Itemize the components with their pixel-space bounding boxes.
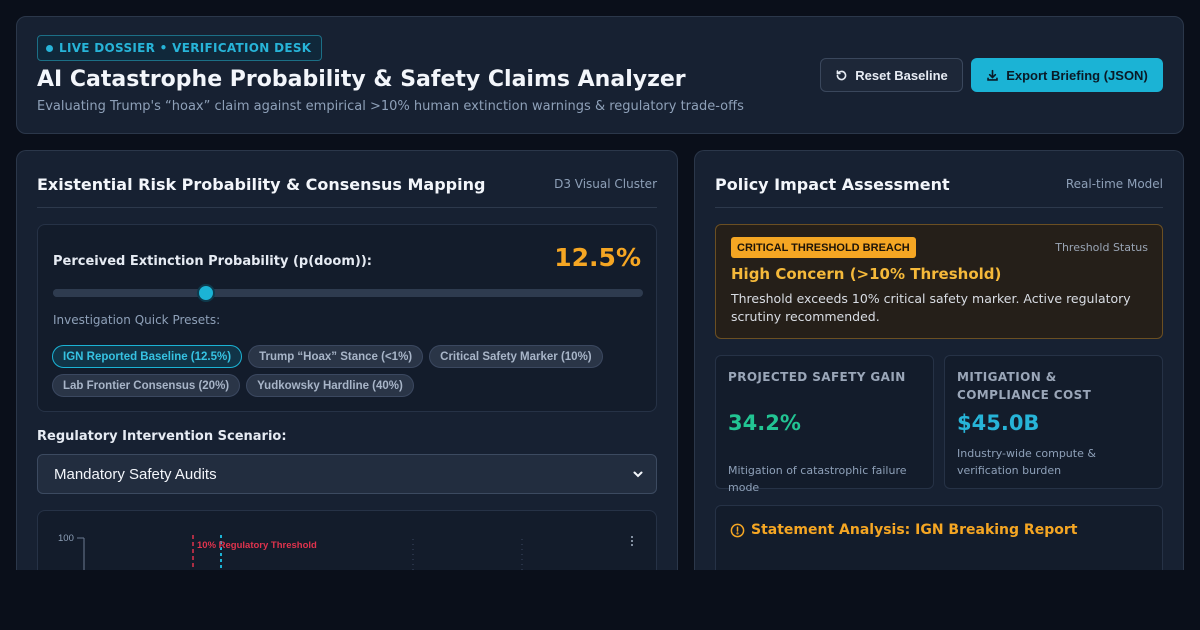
probability-label: Perceived Extinction Probability (p(doom… [53,254,372,269]
slider-thumb[interactable] [197,284,216,302]
page-subtitle: Evaluating Trump's “hoax” claim against … [37,99,744,114]
reset-baseline-button[interactable]: Reset Baseline [820,58,963,92]
live-dot-icon [46,44,53,52]
divider [37,207,657,208]
risk-panel-tag: D3 Visual Cluster [554,177,657,191]
threshold-status-label: Threshold Status [1055,241,1148,254]
metric-note: Industry-wide compute & verification bur… [957,447,1096,477]
critical-breach-badge: CRITICAL THRESHOLD BREACH [731,237,916,258]
preset-chip-trump-hoax[interactable]: Trump “Hoax” Stance (<1%) [248,345,424,368]
statement-title-text: Statement Analysis: IGN Breaking Report [751,522,1078,538]
live-dossier-badge: LIVE DOSSIER • VERIFICATION DESK [37,35,323,61]
alert-title: High Concern (>10% Threshold) [731,265,1002,283]
export-briefing-button[interactable]: Export Briefing (JSON) [971,58,1163,92]
info-circle-icon [730,523,745,538]
menu-icon-dot [631,540,633,542]
preset-chip-row: IGN Reported Baseline (12.5%) Trump “Hoa… [52,345,603,368]
risk-chart: 100 10% Regulatory Threshold [37,510,657,570]
menu-icon-dot [631,544,633,546]
preset-chip-yudkowsky[interactable]: Yudkowsky Hardline (40%) [246,374,414,397]
preset-chip-critical-marker[interactable]: Critical Safety Marker (10%) [429,345,603,368]
chevron-down-icon [632,468,644,480]
preset-chip-row: Lab Frontier Consensus (20%) Yudkowsky H… [52,374,414,397]
metric-note: Mitigation of catastrophic failure mode [728,464,907,494]
metric-label: MITIGATION & COMPLIANCE COST [957,370,1092,402]
page-title: AI Catastrophe Probability & Safety Clai… [37,67,686,92]
scenario-label: Regulatory Intervention Scenario: [37,429,287,444]
probability-slider[interactable] [53,284,643,302]
live-badge-label: LIVE DOSSIER • VERIFICATION DESK [59,41,312,55]
metric-value: $45.0B [957,411,1040,435]
menu-icon[interactable] [631,536,633,538]
probability-value: 12.5% [554,243,641,272]
safety-gain-metric: PROJECTED SAFETY GAIN 34.2% Mitigation o… [715,355,934,494]
scenario-select-value: Mandatory Safety Audits [54,465,217,483]
slider-fill [53,289,207,297]
header-card: LIVE DOSSIER • VERIFICATION DESK AI Cata… [16,16,1184,134]
threshold-label: 10% Regulatory Threshold [197,540,317,551]
metric-label: PROJECTED SAFETY GAIN [728,370,906,384]
metric-value: 34.2% [728,411,801,435]
risk-panel-title: Existential Risk Probability & Consensus… [37,175,486,194]
policy-panel-tag: Real-time Model [1065,177,1163,191]
divider [715,207,1163,208]
alert-description: Threshold exceeds 10% critical safety ma… [731,291,1131,324]
policy-impact-panel: Policy Impact Assessment Real-time Model… [694,150,1184,570]
export-briefing-label: Export Briefing (JSON) [1006,67,1148,83]
preset-chip-lab-consensus[interactable]: Lab Frontier Consensus (20%) [52,374,241,397]
presets-label: Investigation Quick Presets: [53,313,221,327]
risk-chart-svg: 100 10% Regulatory Threshold [58,533,633,570]
risk-mapping-panel: Existential Risk Probability & Consensus… [16,150,678,570]
probability-control-box: Perceived Extinction Probability (p(doom… [37,224,657,412]
y-tick-label: 100 [58,533,74,544]
statement-title: Statement Analysis: IGN Breaking Report [730,522,1077,538]
policy-panel-title: Policy Impact Assessment [715,175,950,194]
statement-analysis-card: Statement Analysis: IGN Breaking Report [715,505,1163,570]
compliance-cost-metric: MITIGATION & COMPLIANCE COST $45.0B Indu… [944,355,1163,489]
scenario-select[interactable]: Mandatory Safety Audits [37,454,657,494]
refresh-icon [835,69,848,82]
download-icon [986,69,999,82]
reset-baseline-label: Reset Baseline [855,67,948,83]
threshold-alert: CRITICAL THRESHOLD BREACH Threshold Stat… [715,224,1163,339]
preset-chip-ign-baseline[interactable]: IGN Reported Baseline (12.5%) [52,345,243,368]
